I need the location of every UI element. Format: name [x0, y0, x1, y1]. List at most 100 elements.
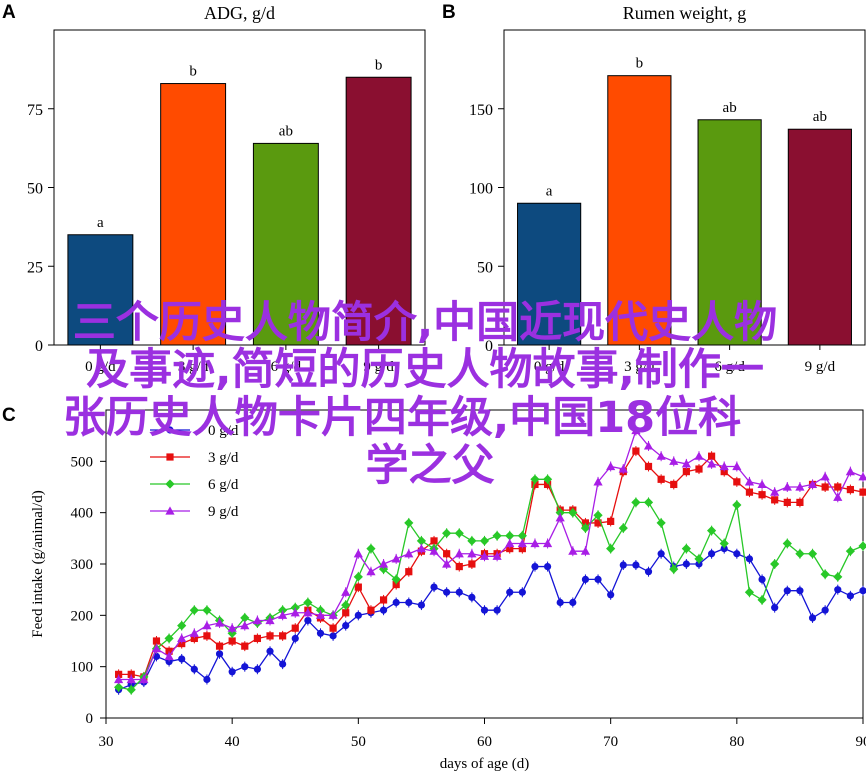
- panel-c-data-point: [266, 632, 274, 640]
- panel-b-title: Rumen weight, g: [623, 3, 747, 23]
- panel-c-data-point: [543, 480, 552, 489]
- panel-c-data-point: [303, 608, 313, 617]
- panel-c-data-point: [833, 572, 843, 582]
- panel-c-data-point: [443, 550, 451, 558]
- panel-a-panel-letter: A: [2, 2, 16, 23]
- panel-c-data-point: [593, 510, 603, 520]
- panel-c-data-point: [531, 480, 539, 489]
- panel-c-x-tick-label: 30: [99, 734, 114, 750]
- panel-c-data-point: [556, 598, 564, 607]
- panel-a-x-tick-label: 0 g/d: [85, 359, 116, 375]
- panel-c-data-point: [783, 498, 791, 506]
- panel-a-bar-letter: a: [97, 215, 104, 231]
- panel-a-bar: [160, 83, 227, 346]
- panel-c-data-point: [468, 560, 476, 568]
- panel-c-data-point: [265, 615, 275, 625]
- panel-c-data-point: [808, 614, 817, 622]
- panel-c-data-point: [607, 591, 615, 599]
- panel-a-bar-letter: b: [189, 64, 197, 80]
- panel-c-data-point: [530, 474, 540, 484]
- panel-a-bar: [345, 76, 412, 346]
- panel-c-data-point: [379, 596, 388, 604]
- panel-a-bar-chart: A ADG, g/d 0 25 50 75 a 0 g/d b 3 g/d ab 6 g/d b 9 g/…: [2, 2, 426, 375]
- panel-c-y-tick-label: 200: [71, 608, 94, 624]
- panel-c-data-point: [253, 634, 261, 643]
- panel-c-legend-label: 9 g/d: [208, 504, 239, 520]
- panel-c-data-point: [619, 561, 627, 569]
- panel-c-data-point: [732, 461, 742, 471]
- panel-c-data-point: [859, 488, 866, 496]
- panel-c-data-point: [669, 564, 679, 574]
- panel-c-data-point: [506, 588, 514, 596]
- panel-c-data-point: [845, 546, 855, 556]
- panel-c-data-point: [707, 526, 717, 536]
- panel-c-data-point: [480, 606, 489, 614]
- panel-c-data-point: [454, 528, 464, 538]
- panel-c-data-point: [719, 538, 729, 549]
- panel-c-data-point: [593, 477, 603, 486]
- panel-c-series-0: [115, 543, 866, 695]
- panel-c-data-point: [708, 550, 716, 558]
- panel-c-panel-letter: C: [2, 405, 16, 426]
- panel-c-data-point: [165, 647, 173, 655]
- panel-c-data-point: [429, 546, 439, 555]
- panel-c-data-point: [821, 483, 829, 491]
- panel-a-bar: [67, 234, 134, 346]
- panel-c-data-point: [607, 517, 615, 525]
- panel-c-data-point: [378, 559, 389, 568]
- panel-c-data-point: [833, 492, 843, 501]
- watermark-line-1: 三个历史人物简介,中国近现代史人物: [73, 298, 777, 348]
- panel-c-data-point: [392, 598, 400, 607]
- panel-c-data-point: [126, 685, 136, 695]
- panel-c-data-point: [708, 452, 716, 460]
- panel-c-data-point: [405, 598, 413, 607]
- panel-b-x-tick-label: 3 g/d: [624, 359, 655, 375]
- panel-c-data-point: [821, 606, 829, 614]
- panel-c-data-point: [694, 554, 704, 564]
- panel-c-data-point: [720, 545, 728, 553]
- panel-b-x-tick-label: 6 g/d: [714, 359, 745, 375]
- panel-c-data-point: [378, 564, 389, 574]
- panel-c-data-point: [796, 498, 804, 506]
- panel-c-data-point: [694, 451, 704, 460]
- panel-c-data-point: [178, 655, 186, 663]
- panel-c-data-point: [114, 682, 124, 692]
- panel-c-data-point: [771, 496, 779, 504]
- panel-c-data-point: [581, 575, 590, 584]
- panel-c-data-point: [758, 575, 766, 584]
- panel-c-data-point: [203, 675, 211, 684]
- panel-c-legend-label: 6 g/d: [208, 477, 239, 493]
- panel-c-data-point: [228, 668, 236, 676]
- panel-b-x-tick-label: 9 g/d: [805, 359, 836, 375]
- panel-c-data-point: [606, 544, 616, 554]
- panel-c-data-point: [404, 518, 414, 528]
- panel-c-data-point: [745, 488, 754, 496]
- panel-c-data-point: [341, 587, 351, 596]
- panel-c-legend-label: 3 g/d: [208, 450, 239, 466]
- panel-c-data-point: [744, 587, 755, 597]
- panel-c-data-point: [189, 628, 199, 637]
- panel-b-bar: [697, 119, 762, 346]
- panel-c-data-point: [770, 559, 780, 569]
- panel-a-bar: [252, 142, 319, 346]
- panel-c-data-point: [353, 549, 363, 558]
- panel-c-line-chart: C 0 100 200 300 400 500 30 40 50 60 70 80 90 days of a…: [2, 405, 866, 772]
- panel-c-data-point: [278, 605, 288, 615]
- panel-c-data-point: [316, 629, 325, 637]
- panel-b-y-tick-label: 150: [469, 102, 493, 119]
- panel-b-bar-letter: a: [546, 183, 553, 199]
- panel-c-data-point: [807, 479, 818, 489]
- panel-c-data-point: [732, 500, 742, 510]
- panel-c-data-point: [644, 462, 653, 471]
- panel-b-bar-chart: B Rumen weight, g 0 50 100 150 a 0 g/d b 3 g/d ab 6…: [442, 2, 866, 375]
- panel-c-data-point: [807, 549, 818, 559]
- panel-c-y-tick-label: 100: [71, 660, 94, 676]
- panel-c-data-point: [506, 545, 514, 553]
- panel-c-data-point: [479, 536, 490, 546]
- panel-c-data-point: [391, 554, 401, 563]
- panel-c-data-point: [253, 665, 261, 673]
- panel-c-data-point: [656, 518, 666, 528]
- panel-c-data-point: [782, 482, 792, 491]
- panel-c-data-point: [455, 588, 463, 596]
- panel-c-data-point: [240, 621, 250, 630]
